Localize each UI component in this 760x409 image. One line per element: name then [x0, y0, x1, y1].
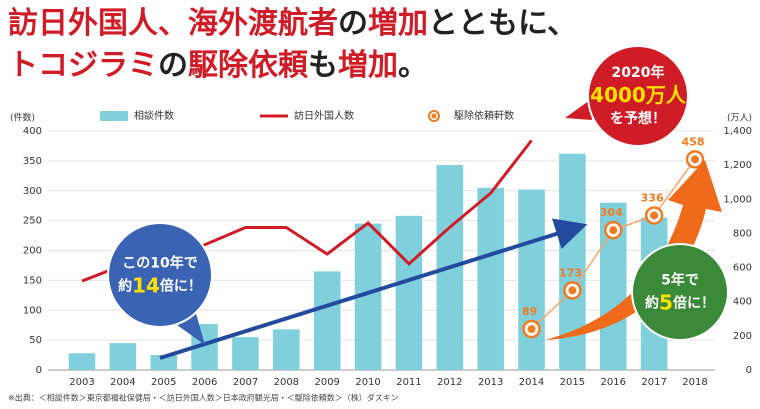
annotation-text: 倍に！ [160, 278, 202, 295]
point-core [527, 325, 536, 334]
y-tick-label: 300 [23, 186, 42, 197]
bar [395, 215, 423, 370]
y-tick-label: 0 [36, 365, 42, 376]
y2-tick-label: 200 [733, 331, 752, 342]
x-tick-label: 2013 [478, 377, 503, 388]
source: ※出典：＜相談件数＞東京都福祉保健局・＜訪日外国人数＞日本政府観光局・＜駆除依頼… [8, 393, 398, 403]
annotation-text: を予想！ [610, 110, 666, 127]
bubble [631, 243, 729, 341]
bubble-tail [565, 100, 592, 120]
x-tick-label: 2014 [519, 377, 544, 388]
x-tick-label: 2011 [396, 377, 421, 388]
x-tick-label: 2007 [233, 377, 258, 388]
y-tick-label: 400 [23, 126, 42, 137]
x-tick-label: 2018 [682, 377, 707, 388]
x-tick-label: 2015 [560, 377, 585, 388]
y2-tick-label: 1,400 [723, 126, 752, 137]
annotation-line: を予想！ [610, 110, 666, 127]
legend-swatch [100, 111, 128, 121]
bar [313, 271, 341, 370]
annotation-text: この10年で [122, 255, 197, 272]
y-tick-label: 250 [23, 216, 42, 227]
y-tick-label: 200 [23, 246, 42, 257]
title-segment: 増加 [338, 48, 398, 83]
x-tick-label: 2005 [151, 377, 176, 388]
bar [68, 353, 96, 370]
point-core [691, 155, 699, 164]
y-axis-label: (件数) [10, 112, 35, 124]
y2-tick-label: 1,200 [723, 160, 752, 171]
data-label: 89 [522, 305, 537, 318]
title-segment: も [308, 48, 338, 83]
y-tick-label: 150 [23, 275, 42, 286]
legend-label: 駆除依頼軒数 [454, 109, 514, 122]
legend-label: 相談件数 [134, 109, 174, 122]
data-label: 336 [641, 191, 664, 204]
annotation-text: 約 [118, 278, 132, 295]
y2-tick-label: 600 [733, 263, 752, 274]
title-segment: トコジラミ [8, 48, 158, 83]
title-segment: 駆除依頼 [188, 48, 309, 83]
title-segment: 。 [398, 48, 428, 83]
title-line: 訪日外国人、海外渡航者の増加とともに、 [8, 6, 577, 41]
bar [232, 337, 259, 370]
y2-tick-label: 1,000 [723, 194, 752, 205]
point-core [568, 286, 577, 295]
point-core [609, 226, 618, 235]
x-tick-label: 2017 [641, 377, 666, 388]
title-segment: 訪日外国人、海外渡航者 [8, 6, 338, 41]
bubble [107, 222, 213, 328]
bar [273, 329, 300, 370]
annotation-text: 倍に！ [673, 295, 715, 312]
title-segment: の [158, 48, 188, 83]
data-label: 458 [682, 135, 705, 148]
title-segment: 増加 [368, 6, 428, 41]
legend-swatch [431, 113, 437, 119]
title: 訪日外国人、海外渡航者の増加とともに、トコジラミの駆除依頼も増加。 [8, 6, 577, 83]
x-tick-label: 2004 [110, 377, 135, 388]
y-tick-label: 100 [23, 305, 42, 316]
title-segment: の [338, 6, 368, 41]
annotation-text: 2020年 [612, 64, 665, 81]
bar [477, 187, 504, 370]
trend-arrow [159, 218, 588, 360]
annotation-line: 約5倍に！ [645, 290, 715, 314]
annotation-line: 5年で [661, 272, 699, 289]
y-tick-label: 350 [23, 156, 42, 167]
y2-axis-label: (万人) [727, 113, 752, 124]
annotation-line: 2020年 [612, 64, 665, 81]
y2-tick-label: 800 [733, 228, 752, 239]
title-line: トコジラミの駆除依頼も増加。 [8, 48, 428, 83]
bubble [587, 45, 689, 147]
x-tick-label: 2006 [192, 377, 217, 388]
annotation-text: 5年で [661, 272, 699, 289]
annotation-text: 約 [645, 295, 659, 312]
x-tick-label: 2009 [314, 377, 339, 388]
data-label: 304 [600, 206, 623, 219]
annotation-line: この10年で [122, 255, 197, 272]
data-label: 173 [559, 266, 582, 279]
annotation-line: 4000万人 [590, 83, 687, 107]
bar [109, 343, 137, 370]
x-tick-label: 2010 [355, 377, 380, 388]
annotation-line: 約14倍に！ [118, 273, 202, 297]
y-tick-label: 50 [29, 335, 42, 346]
annotation-text: 4000万人 [590, 83, 687, 107]
x-tick-label: 2003 [69, 377, 94, 388]
annotation-text: 14 [132, 273, 160, 297]
y2-tick-label: 0 [746, 365, 752, 376]
x-tick-label: 2008 [274, 377, 299, 388]
legend-label: 訪日外国人数 [294, 109, 354, 122]
annotation-text: 5 [659, 290, 673, 314]
bar [150, 355, 178, 370]
x-tick-label: 2016 [601, 377, 626, 388]
point-core [650, 211, 659, 220]
title-segment: とともに、 [428, 6, 577, 41]
y2-tick-label: 400 [733, 297, 752, 308]
bar [518, 189, 545, 370]
x-tick-label: 2012 [437, 377, 462, 388]
